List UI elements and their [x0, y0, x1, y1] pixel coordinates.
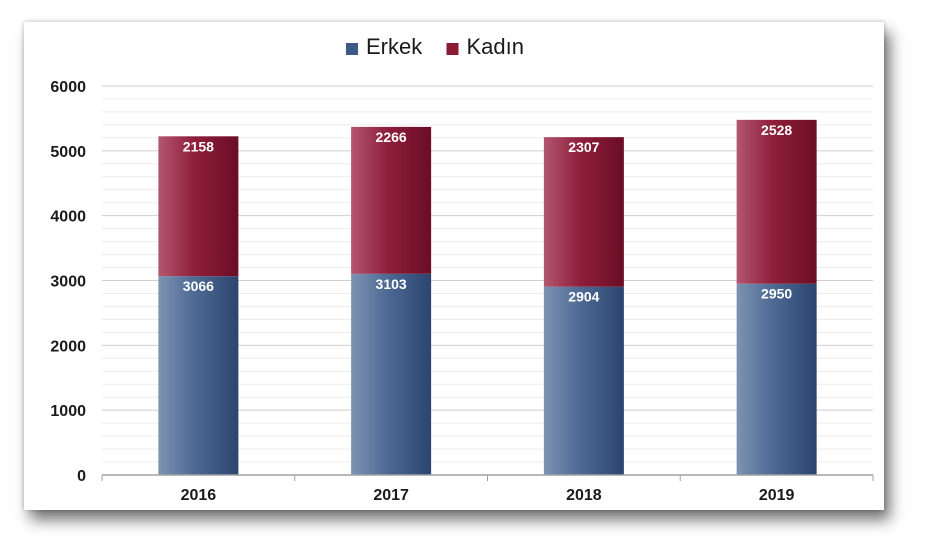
y-tick-label: 1000: [50, 403, 86, 420]
y-tick-label: 5000: [50, 144, 86, 161]
data-label: 2307: [568, 139, 599, 155]
legend-label: Erkek: [366, 34, 423, 59]
axes: 0 1000 2000 3000 4000 5000 6000 2016 2017 2018 201…: [50, 79, 874, 504]
legend: Erkek Kadın: [346, 34, 524, 59]
bar-erkek-2017: [351, 273, 432, 475]
x-tick-label: 2019: [759, 487, 795, 504]
data-label: 2904: [568, 289, 599, 305]
y-tick-label: 2000: [50, 338, 86, 355]
bar-kadın-2018: [543, 137, 624, 287]
data-label: 2950: [761, 286, 792, 302]
y-tick-label: 6000: [50, 79, 86, 96]
y-tick-label: 3000: [50, 274, 86, 291]
bar-kadın-2017: [351, 126, 432, 274]
data-label: 3103: [376, 276, 407, 292]
y-tick-label: 0: [77, 468, 86, 485]
bar-kadın-2016: [158, 136, 239, 277]
data-label: 2528: [761, 122, 792, 138]
data-label: 2266: [376, 129, 407, 145]
bar-erkek-2019: [736, 283, 817, 475]
x-tick-label: 2016: [181, 487, 217, 504]
bar-kadın-2019: [736, 119, 817, 284]
bar-erkek-2016: [158, 276, 239, 475]
y-tick-label: 4000: [50, 209, 86, 226]
data-label: 2158: [183, 138, 214, 154]
legend-swatch-kadın: [446, 43, 459, 55]
bar-erkek-2018: [543, 286, 624, 475]
data-label: 3066: [183, 278, 214, 294]
bars: 3066 2158 3103 2266 2904 2307 2950 2528: [158, 119, 817, 475]
legend-swatch-erkek: [346, 43, 358, 55]
x-tick-label: 2017: [373, 487, 409, 504]
legend-label: Kadın: [467, 34, 525, 59]
x-tick-label: 2018: [566, 487, 602, 504]
